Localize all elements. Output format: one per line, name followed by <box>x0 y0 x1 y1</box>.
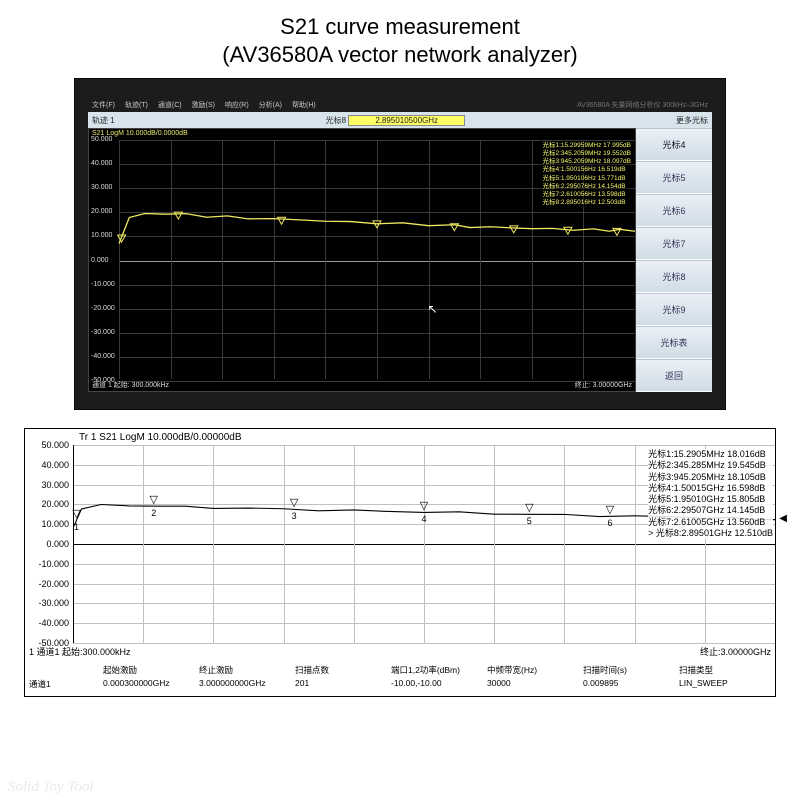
page-subtitle: (AV36580A vector network analyzer) <box>0 42 800 78</box>
marker-triangle-icon: ▽ <box>606 503 614 516</box>
more-markers-label[interactable]: 更多光标 <box>676 115 708 126</box>
marker-triangle-icon: ▽ <box>420 499 428 512</box>
watermark-text: Solid Toy Tool <box>8 779 94 796</box>
mouse-cursor-icon: ↖ <box>428 302 438 316</box>
clean-x-stop: 终止:3.00000GHz <box>700 645 771 658</box>
param-header: 扫描点数 <box>295 664 387 676</box>
menu-item[interactable]: 激励(S) <box>192 100 215 110</box>
menu-item[interactable]: 响应(R) <box>225 100 249 110</box>
param-value: -10.00,-10.00 <box>391 678 483 690</box>
marker-readout-box: 光标1:15.29959MHz 17.995dB 光标2:345.2059MHz… <box>540 141 633 208</box>
y-tick-label: -10.000 <box>27 559 69 569</box>
param-value: 201 <box>295 678 387 690</box>
track-label: 轨迹 1 <box>92 115 115 126</box>
model-label: AV36580A 矢量网络分析仪 300kHz–3GHz <box>577 100 708 110</box>
marker-triangle-icon: ▽ <box>525 501 533 514</box>
y-tick-label: 10.000 <box>27 519 69 529</box>
marker-number: 2 <box>151 508 156 518</box>
y-tick-label: 30.000 <box>27 480 69 490</box>
y-tick-label: -20.000 <box>27 579 69 589</box>
menu-item[interactable]: 文件(F) <box>92 100 115 110</box>
instrument-screenshot: 文件(F) 轨迹(T) 通道(C) 激励(S) 响应(R) 分析(A) 帮助(H) AV36… <box>74 78 726 410</box>
cursor-label: 光标8 <box>326 116 346 125</box>
softkey-button[interactable]: 光标7 <box>636 227 712 260</box>
marker-number: 3 <box>292 511 297 521</box>
page-title: S21 curve measurement <box>0 0 800 42</box>
param-header: 扫描类型 <box>679 664 771 676</box>
y-tick-label: 0.000 <box>27 539 69 549</box>
param-value: 0.000300000GHz <box>103 678 195 690</box>
softkey-button[interactable]: 光标9 <box>636 293 712 326</box>
softkey-button[interactable]: 光标4 <box>636 128 712 161</box>
param-header: 端口1,2功率(dBm) <box>391 664 483 676</box>
menu-item[interactable]: 轨迹(T) <box>125 100 148 110</box>
y-tick-label: -50.000 <box>27 638 69 648</box>
clean-plot-area: 光标1:15.2905MHz 18.016dB 光标2:345.285MHz 1… <box>73 445 775 643</box>
marker-triangle-icon: ▽ <box>149 493 157 506</box>
clean-chart-header: Tr 1 S21 LogM 10.000dB/0.00000dB <box>25 429 775 445</box>
param-header: 终止激励 <box>199 664 291 676</box>
toolbar: 轨迹 1 光标8 2.895010500GHz 更多光标 <box>88 112 712 128</box>
y-tick-label: 20.000 <box>27 499 69 509</box>
marker-triangle-icon: ▽ <box>72 507 80 520</box>
cursor-value-field[interactable]: 2.895010500GHz <box>348 115 465 126</box>
marker-list: 光标1:15.2905MHz 18.016dB 光标2:345.285MHz 1… <box>648 449 773 539</box>
clean-chart: Tr 1 S21 LogM 10.000dB/0.00000dB 光标1:15.… <box>24 428 776 697</box>
param-header: 中频带宽(Hz) <box>487 664 579 676</box>
marker-number: 6 <box>608 518 613 528</box>
menu-item[interactable]: 分析(A) <box>259 100 282 110</box>
param-value: 0.009895 <box>583 678 675 690</box>
menu-item[interactable]: 通道(C) <box>158 100 182 110</box>
param-value: 3.000000000GHz <box>199 678 291 690</box>
marker-number: 1 <box>74 522 79 532</box>
y-tick-label: -30.000 <box>27 598 69 608</box>
param-header: 起始激励 <box>103 664 195 676</box>
marker-number: 5 <box>527 516 532 526</box>
param-value: 30000 <box>487 678 579 690</box>
y-tick-label: 40.000 <box>27 460 69 470</box>
marker-number: 4 <box>421 514 426 524</box>
params-table: 起始激励终止激励扫描点数端口1,2功率(dBm) 中频带宽(Hz) 扫描时间(s) 扫… <box>25 658 775 696</box>
softkey-button[interactable]: 光标8 <box>636 260 712 293</box>
instrument-plot[interactable]: S21 LogM 10.000dB/0.0000dB 光标1:15.29959M… <box>88 128 636 392</box>
softkey-column: 光标4光标5光标6光标7光标8光标9光标表返回 <box>636 128 712 392</box>
param-value: LIN_SWEEP <box>679 678 771 690</box>
marker-triangle-icon: ▽ <box>290 496 298 509</box>
y-tick-label: -40.000 <box>27 618 69 628</box>
param-header: 扫描时间(s) <box>583 664 675 676</box>
softkey-button[interactable]: 光标6 <box>636 194 712 227</box>
softkey-button[interactable]: 光标5 <box>636 161 712 194</box>
param-row-label: 通道1 <box>29 678 99 690</box>
softkey-button[interactable]: 光标表 <box>636 326 712 359</box>
softkey-button[interactable]: 返回 <box>636 359 712 392</box>
menu-bar: 文件(F) 轨迹(T) 通道(C) 激励(S) 响应(R) 分析(A) 帮助(H) AV36… <box>88 98 712 112</box>
menu-item[interactable]: 帮助(H) <box>292 100 316 110</box>
active-marker-arrow-icon: ◀ <box>779 513 787 524</box>
y-tick-label: 50.000 <box>27 440 69 450</box>
